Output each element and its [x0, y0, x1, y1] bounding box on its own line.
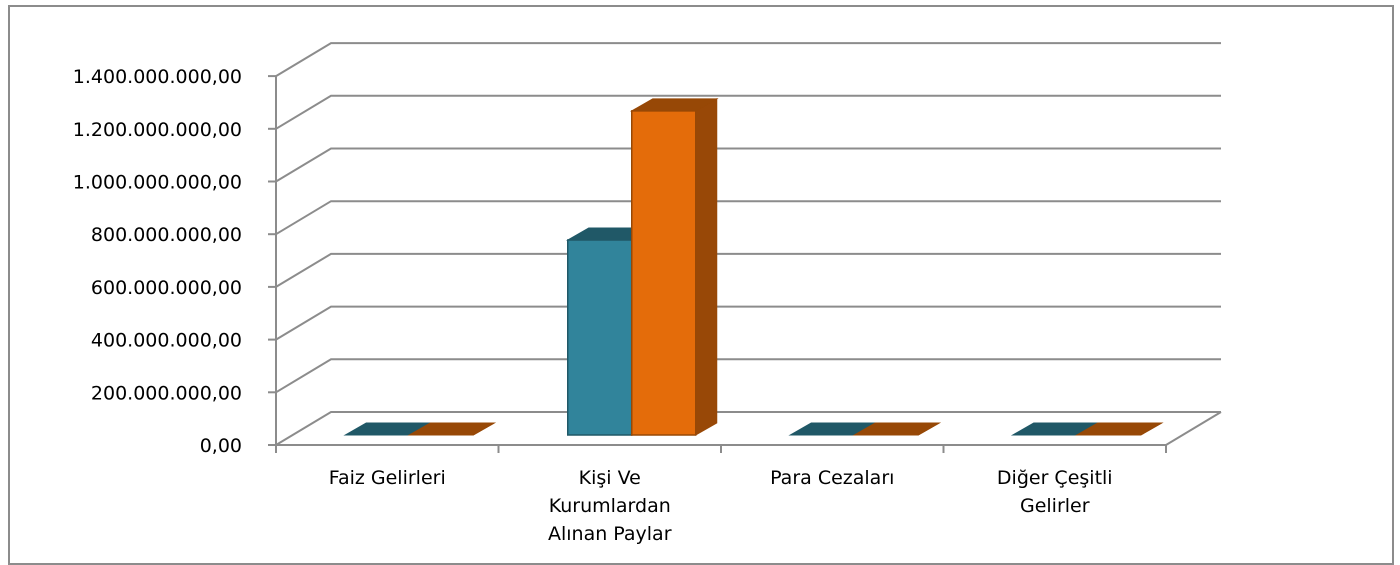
x-tick-label: Faiz Gelirleri — [329, 467, 446, 489]
bar-side — [695, 98, 718, 436]
label-layer: 0,00 200.000.000,00 400.000.000,00 600.000.… — [73, 66, 1113, 545]
bar-front — [631, 110, 697, 436]
bar-top — [852, 422, 942, 436]
bar — [1074, 422, 1164, 436]
bar-top — [407, 422, 497, 436]
bar-layer — [343, 98, 1164, 436]
y-tick-label: 0,00 — [200, 435, 242, 457]
gridline — [275, 94, 1221, 130]
bar — [407, 422, 497, 436]
bar-top — [629, 98, 719, 112]
x-tick-label: Kişi Ve Kurumlardan Alınan Paylar — [548, 467, 672, 545]
y-tick-label: 600.000.000,00 — [91, 277, 242, 299]
x-tick-label: Para Cezaları — [770, 467, 894, 489]
y-tick-label: 1.400.000.000,00 — [73, 66, 242, 88]
gridline — [275, 42, 1221, 77]
y-tick-label: 1.000.000.000,00 — [73, 172, 242, 194]
gridline — [275, 200, 1221, 236]
gridline — [275, 252, 1221, 288]
gridline — [275, 411, 1221, 446]
bar-top — [1074, 422, 1164, 436]
y-tick-label: 800.000.000,00 — [91, 224, 242, 246]
gridline — [275, 305, 1221, 341]
gridline — [275, 358, 1221, 394]
y-tick-label: 1.200.000.000,00 — [73, 119, 242, 141]
y-tick-label: 400.000.000,00 — [91, 330, 242, 352]
gridline — [275, 147, 1221, 183]
bar — [852, 422, 942, 436]
axis-layer — [268, 75, 1222, 453]
bar-front — [567, 239, 633, 436]
y-tick-label: 200.000.000,00 — [91, 382, 242, 404]
grid-layer — [275, 42, 1221, 446]
bar — [629, 98, 719, 436]
x-tick-label: Diğer Çeşitli Gelirler — [997, 467, 1113, 517]
